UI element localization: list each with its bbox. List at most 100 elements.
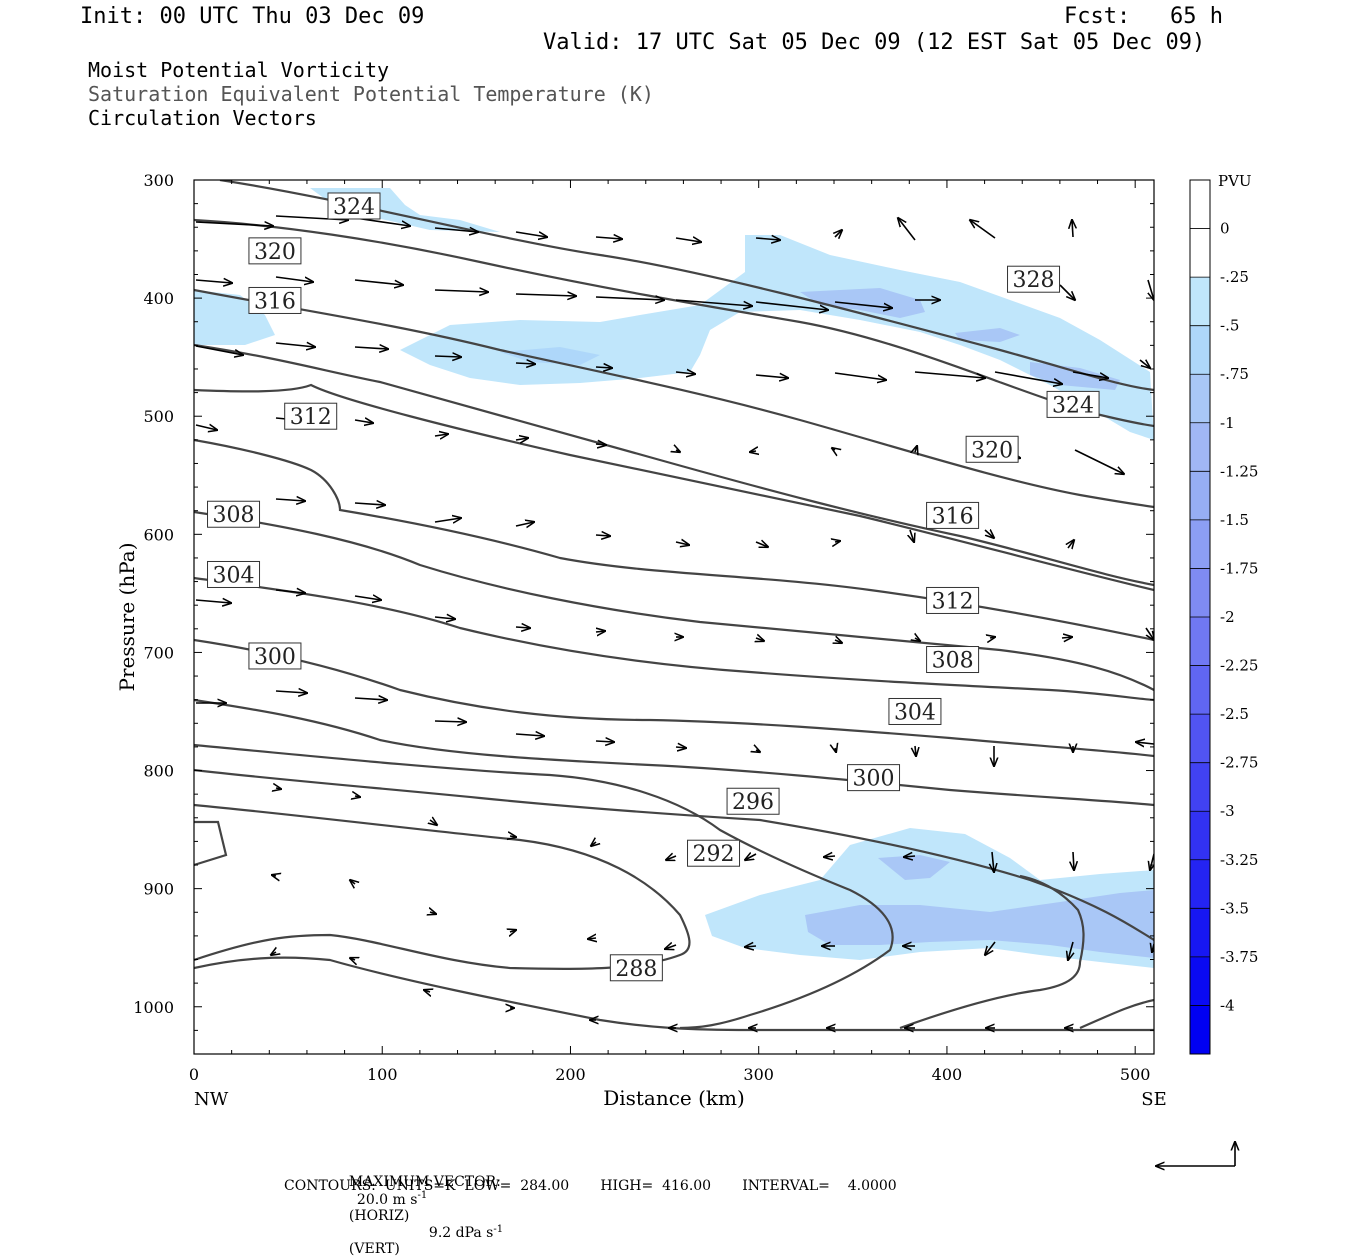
theta-contour (194, 698, 1154, 807)
theta-contour (1079, 998, 1154, 1030)
contour-label-box (248, 642, 302, 670)
nw-end-label: NW (194, 1089, 229, 1110)
colorbar-swatch (1190, 908, 1210, 958)
pv-region (955, 328, 1020, 342)
contour-label-box (248, 286, 302, 314)
colorbar-label: -.5 (1220, 317, 1239, 335)
colorbar-title: PVU (1218, 172, 1252, 190)
vector (195, 345, 243, 355)
vector (355, 796, 360, 797)
se-end-label: SE (1141, 1089, 1166, 1110)
colorbar-label: -1.5 (1220, 511, 1249, 529)
contour-label-box (888, 697, 942, 725)
colorbar-swatch (1190, 859, 1210, 909)
colorbar-swatch (1190, 1005, 1210, 1055)
vector (676, 450, 680, 452)
contour-label-text: 316 (254, 289, 296, 314)
theta-contours (194, 180, 1154, 1032)
contour-label: 320 (248, 237, 302, 265)
colorbar-swatch (1190, 228, 1210, 278)
contour-label-text: 292 (693, 842, 735, 867)
colorbar-label: -.75 (1220, 365, 1249, 383)
vector (595, 535, 610, 536)
vector (824, 856, 836, 857)
y-tick-label: 500 (143, 407, 174, 426)
vector (430, 912, 436, 914)
colorbar-label: -.25 (1220, 268, 1249, 286)
vector (434, 290, 488, 292)
contour-label-text: 312 (290, 405, 332, 430)
vector (275, 590, 305, 593)
colorbar-label: -1.75 (1220, 559, 1258, 577)
vector (755, 375, 788, 378)
contour-label: 312 (284, 402, 338, 430)
vector (1072, 220, 1073, 238)
theta-contour (194, 820, 228, 867)
vector (756, 638, 764, 641)
contour-label: 296 (726, 787, 780, 815)
contour-label-box (207, 560, 261, 588)
contour-labels: 324 320 316 312 308 304 300 328 324 320 316 312 308 3… (207, 192, 1100, 982)
vector (835, 230, 842, 237)
vector (1145, 627, 1154, 640)
pv-shading (194, 188, 1154, 968)
vector (515, 363, 535, 364)
vector (515, 627, 530, 628)
colorbar-label: -3.5 (1220, 899, 1249, 917)
colorbar-label: -2 (1220, 608, 1235, 626)
vector (354, 279, 403, 285)
vector (675, 299, 752, 306)
x-tick-label: 0 (189, 1065, 199, 1084)
vector (755, 301, 828, 310)
colorbar-label: 0 (1220, 220, 1230, 238)
colorbar-label: -3.25 (1220, 851, 1258, 869)
contour-label: 328 (1007, 265, 1061, 293)
vector (271, 952, 276, 955)
vector (195, 280, 232, 283)
vector (904, 856, 916, 857)
colorbar-swatch (1190, 762, 1210, 812)
y-tick-label: 600 (143, 525, 174, 544)
vector (915, 638, 920, 641)
contour-label: 304 (207, 560, 261, 588)
theta-contour (194, 510, 1154, 691)
vector (1147, 279, 1154, 300)
vector (1136, 742, 1154, 744)
pv-region (400, 235, 1154, 440)
vector (992, 851, 994, 872)
contour-label-box (1046, 390, 1100, 418)
theta-contour (899, 874, 1085, 1030)
max-vector-line: MAXIMUM VECTOR: 20.0 m s-1 (HORIZ) 9.2 d… (340, 1158, 503, 1257)
vector (834, 372, 886, 380)
theta-contour (194, 383, 1154, 592)
colorbar-label: -3 (1220, 802, 1235, 820)
vector (835, 541, 840, 542)
colorbar-swatch (1190, 180, 1210, 230)
vector (1068, 540, 1074, 548)
theta-contour (194, 576, 1154, 702)
vector (515, 294, 576, 296)
contour-label: 292 (687, 839, 741, 867)
vector (970, 220, 996, 239)
vector (510, 930, 516, 932)
contour-label-text: 308 (932, 649, 974, 674)
contour-label-box (284, 402, 338, 430)
vector (434, 518, 461, 522)
contour-label-box (1007, 265, 1061, 293)
field-title-vectors: Circulation Vectors (88, 106, 317, 130)
vector (275, 343, 315, 347)
contour-label-box (926, 586, 980, 614)
colorbar-label: -2.75 (1220, 754, 1258, 772)
x-axis: 0 100 200 300 400 500 (189, 180, 1150, 1084)
circulation-vectors (195, 216, 1154, 1028)
pv-region (194, 290, 275, 345)
x-tick-label: 200 (555, 1065, 586, 1084)
vector (675, 542, 689, 545)
colorbar-swatch (1190, 956, 1210, 1006)
vector (756, 750, 760, 752)
theta-contour (219, 180, 1154, 392)
plot-frame (193, 179, 1155, 1055)
y-tick-label: 1000 (133, 998, 174, 1017)
field-title-pv: Moist Potential Vorticity (88, 58, 390, 82)
contour-label-text: 312 (932, 589, 974, 614)
